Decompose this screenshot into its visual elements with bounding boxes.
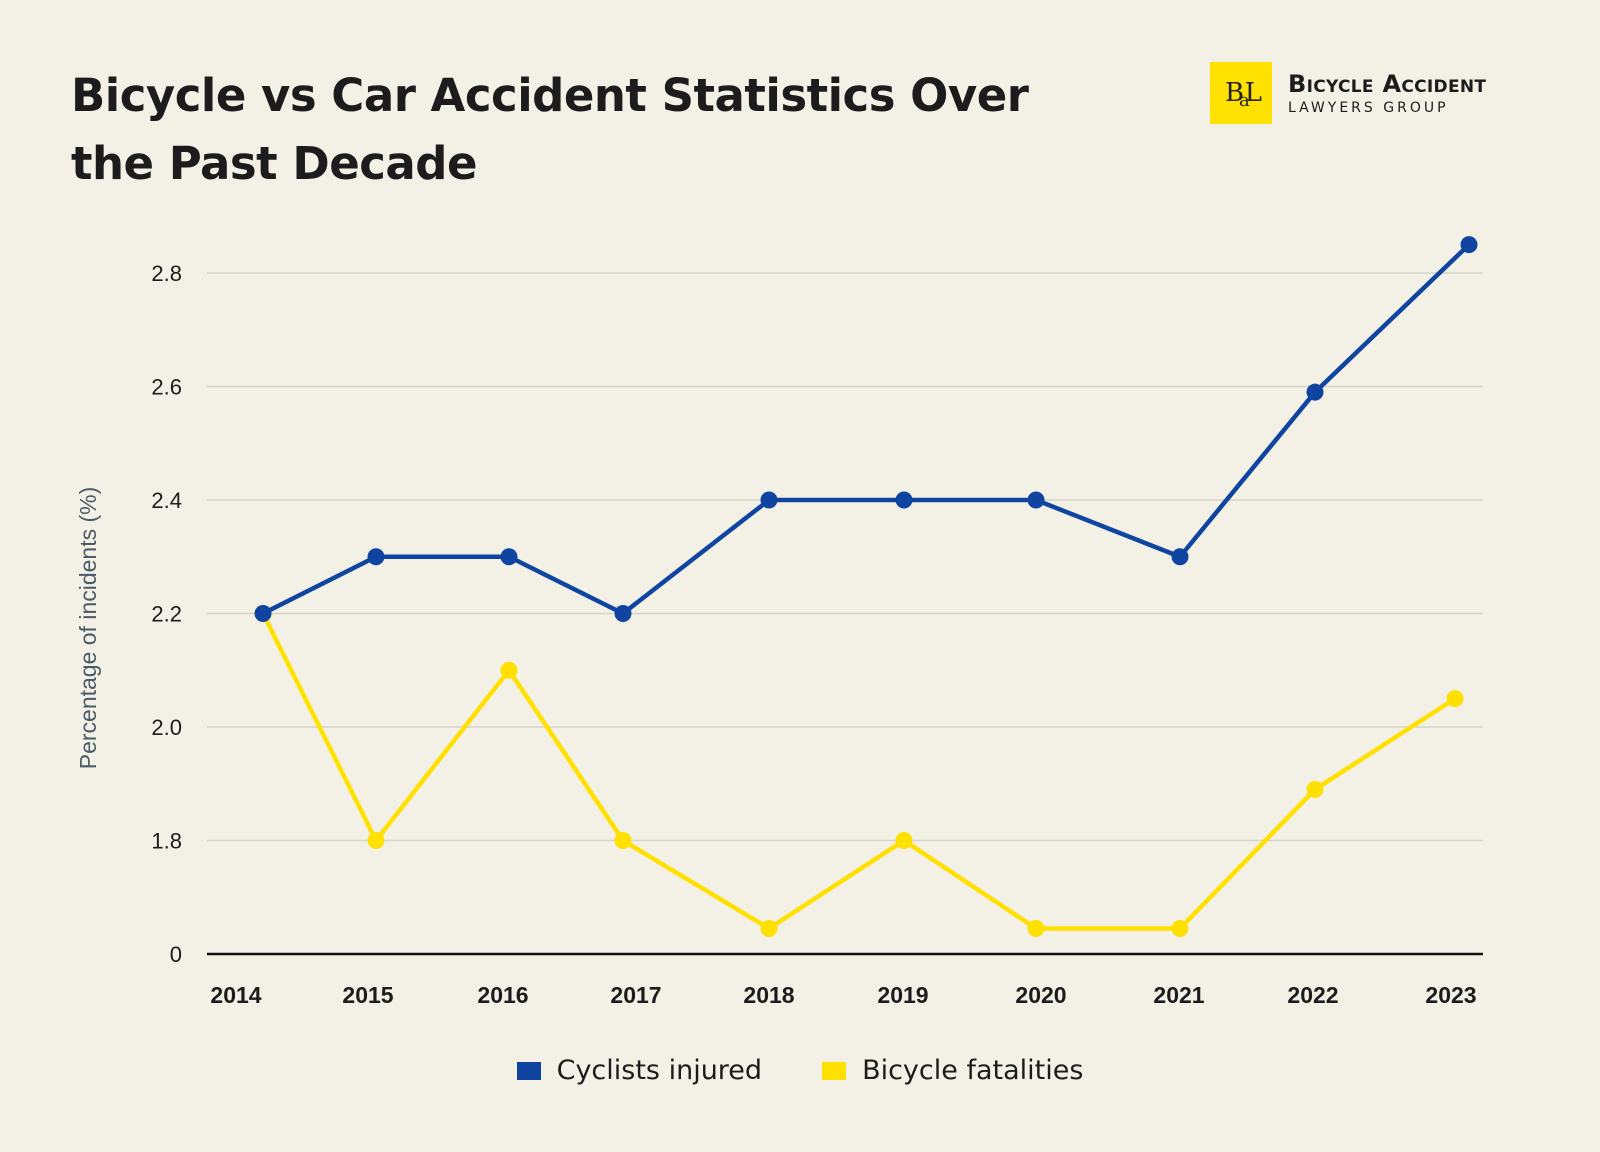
x-tick-label: 2023: [1425, 982, 1476, 1008]
data-point: [1171, 919, 1189, 937]
x-tick-label: 2022: [1287, 982, 1338, 1008]
data-point: [614, 605, 632, 622]
data-point: [895, 491, 913, 509]
x-tick-label: 2014: [210, 982, 261, 1008]
data-point: [895, 832, 913, 849]
x-tick-label: 2019: [877, 982, 928, 1008]
data-point: [500, 548, 518, 566]
data-point: [367, 832, 385, 849]
y-tick-label: 2.0: [151, 715, 182, 740]
logo-subtitle: LAWYERS GROUP: [1288, 100, 1449, 116]
logo-name: Bicycle Accident: [1288, 70, 1487, 98]
legend-label: Bicycle fatalities: [862, 1055, 1084, 1086]
series-line-bicycle-fatalities: [260, 612, 1457, 931]
x-tick-label: 2016: [477, 982, 528, 1008]
legend-swatch-icon: [822, 1061, 847, 1080]
data-point: [1446, 690, 1464, 708]
y-tick-label: 2.4: [151, 488, 182, 513]
data-point: [1306, 383, 1324, 401]
x-tick-label: 2021: [1153, 982, 1204, 1008]
data-point: [760, 491, 778, 509]
data-point: [1460, 236, 1478, 254]
y-tick-label: 0: [170, 942, 182, 967]
y-tick-label: 2.8: [151, 261, 182, 286]
series-line-cyclists-injured: [261, 243, 1471, 616]
data-point: [614, 832, 632, 849]
y-axis-label: Percentage of incidents (%): [75, 487, 101, 770]
data-point: [760, 919, 778, 937]
legend-label: Cyclists injured: [556, 1055, 763, 1086]
data-point: [1027, 491, 1045, 509]
legend-item: Cyclists injured: [516, 1055, 763, 1086]
data-point: [1306, 780, 1324, 798]
x-tick-label: 2015: [342, 982, 393, 1008]
legend-swatch-icon: [516, 1061, 541, 1080]
x-tick-label: 2017: [610, 982, 661, 1008]
legend-item: Bicycle fatalities: [822, 1055, 1083, 1086]
data-point: [254, 605, 272, 622]
y-tick-label: 2.2: [151, 602, 182, 627]
x-tick-label: 2018: [743, 982, 794, 1008]
y-tick-label: 2.6: [151, 375, 182, 400]
x-tick-label: 2020: [1015, 982, 1066, 1008]
legend: Cyclists injured Bicycle fatalities: [0, 1055, 1600, 1086]
data-point: [367, 548, 385, 566]
chart-title: Bicycle vs Car Accident Statistics Over …: [71, 69, 1029, 190]
y-tick-label: 1.8: [151, 829, 182, 854]
data-point: [1171, 548, 1189, 566]
data-point: [1027, 919, 1045, 937]
data-point: [500, 661, 518, 679]
